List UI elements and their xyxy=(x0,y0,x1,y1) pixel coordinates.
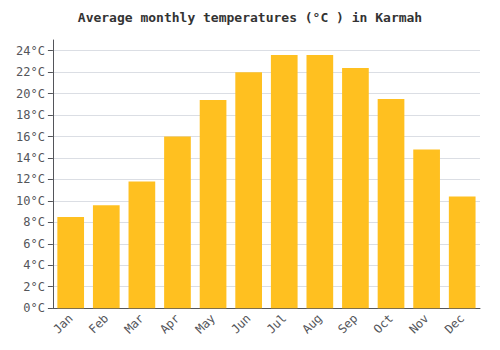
svg-text:24°C: 24°C xyxy=(16,44,45,58)
svg-text:2°C: 2°C xyxy=(23,280,45,294)
svg-text:Jul: Jul xyxy=(264,311,289,336)
svg-text:Oct: Oct xyxy=(371,311,396,336)
svg-text:8°C: 8°C xyxy=(23,215,45,229)
svg-text:6°C: 6°C xyxy=(23,237,45,251)
svg-text:Dec: Dec xyxy=(442,311,467,336)
svg-text:18°C: 18°C xyxy=(16,108,45,122)
svg-text:12°C: 12°C xyxy=(16,172,45,186)
svg-text:10°C: 10°C xyxy=(16,194,45,208)
svg-text:May: May xyxy=(193,311,218,336)
svg-text:Aug: Aug xyxy=(300,311,325,336)
svg-text:0°C: 0°C xyxy=(23,301,45,315)
svg-text:Nov: Nov xyxy=(406,311,431,336)
svg-text:4°C: 4°C xyxy=(23,258,45,272)
svg-text:Sep: Sep xyxy=(335,311,360,336)
svg-text:14°C: 14°C xyxy=(16,151,45,165)
svg-text:22°C: 22°C xyxy=(16,65,45,79)
svg-text:Jan: Jan xyxy=(50,311,75,336)
svg-text:Average monthly temperatures (: Average monthly temperatures (°C ) in Ka… xyxy=(78,10,422,25)
svg-text:16°C: 16°C xyxy=(16,130,45,144)
svg-text:20°C: 20°C xyxy=(16,87,45,101)
svg-text:Feb: Feb xyxy=(86,311,111,336)
svg-text:Apr: Apr xyxy=(157,311,182,336)
svg-text:Mar: Mar xyxy=(122,311,147,336)
svg-text:Jun: Jun xyxy=(228,311,253,336)
